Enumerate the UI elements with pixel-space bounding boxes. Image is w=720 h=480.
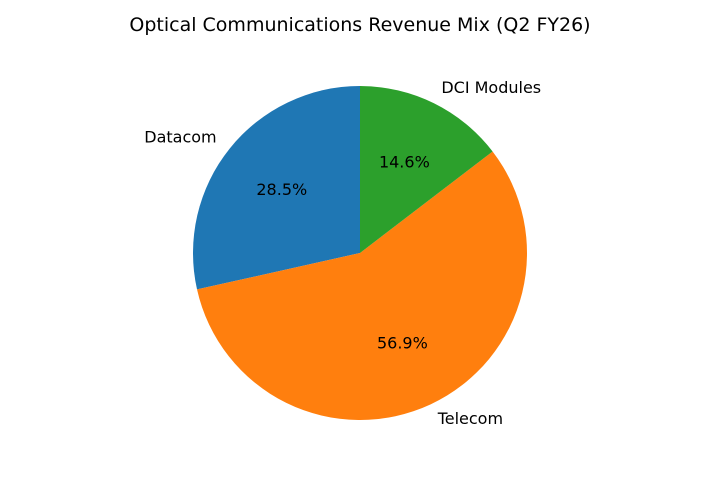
chart-title: Optical Communications Revenue Mix (Q2 F… <box>129 14 591 36</box>
category-label-datacom: Datacom <box>144 128 216 147</box>
category-label-dci-modules: DCI Modules <box>441 78 541 97</box>
pie-slice-dci-modules <box>360 86 493 253</box>
value-label-datacom: 28.5% <box>256 180 307 199</box>
pie-slices <box>193 85 527 420</box>
category-label-telecom: Telecom <box>437 409 503 428</box>
pie-slice-telecom <box>197 151 527 420</box>
value-label-dci-modules: 14.6% <box>379 153 430 172</box>
pie-slice-datacom <box>193 85 360 290</box>
pie-labels: Datacom 28.5% Telecom 56.9% DCI Modules 14.6% <box>144 78 541 428</box>
value-label-telecom: 56.9% <box>377 333 428 352</box>
